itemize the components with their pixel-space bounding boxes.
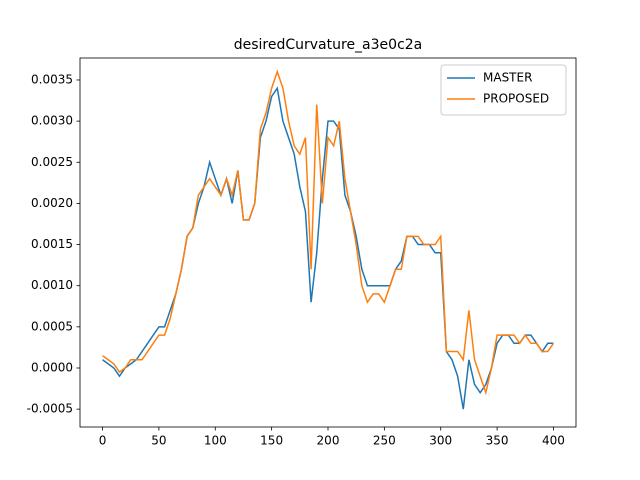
x-tick-label: 250 [373,434,396,448]
x-tick-label: 100 [204,434,227,448]
y-tick-label: 0.0030 [31,114,73,128]
y-tick-label: 0.0035 [31,72,73,86]
chart-title: desiredCurvature_a3e0c2a [234,37,423,53]
y-tick-label: 0.0000 [31,360,73,374]
axes-frame [79,57,577,428]
y-tick-label: 0.0005 [31,319,73,333]
x-tick-label: 150 [260,434,283,448]
legend-label: PROPOSED [483,92,549,106]
x-tick-label: 400 [542,434,565,448]
y-tick-label: 0.0025 [31,155,73,169]
y-tick-label: 0.0010 [31,278,73,292]
line-series [102,69,555,396]
x-tick-label: 0 [99,434,107,448]
y-tick-label: 0.0015 [31,237,73,251]
legend-label: MASTER [483,71,532,85]
legend: MASTER PROPOSED [440,64,567,116]
y-tick-label: -0.0005 [27,402,73,416]
y-tick-label: 0.0020 [31,196,73,210]
x-tick-label: 300 [429,434,452,448]
x-tick-label: 200 [317,434,340,448]
x-tick-label: 50 [151,434,166,448]
x-tick-label: 350 [486,434,509,448]
